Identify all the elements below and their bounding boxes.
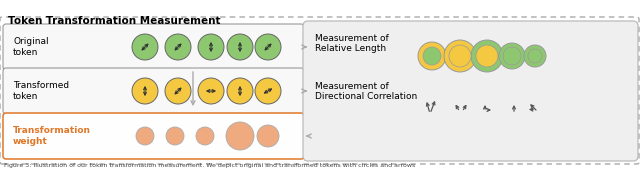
Circle shape — [136, 127, 154, 145]
Circle shape — [418, 42, 446, 70]
Text: Figure 3: Illustration of our token transformation measurement. We depict origin: Figure 3: Illustration of our token tran… — [4, 163, 415, 168]
Circle shape — [165, 34, 191, 60]
Text: Transformed
token: Transformed token — [13, 81, 69, 101]
Text: Original
token: Original token — [13, 37, 49, 57]
Text: Measurement of
Relative Length: Measurement of Relative Length — [315, 34, 388, 53]
FancyBboxPatch shape — [3, 68, 304, 114]
FancyBboxPatch shape — [3, 113, 304, 159]
Circle shape — [255, 78, 281, 104]
Circle shape — [165, 78, 191, 104]
Text: Transformation
weight: Transformation weight — [13, 126, 91, 146]
Circle shape — [227, 34, 253, 60]
FancyBboxPatch shape — [3, 24, 304, 70]
Circle shape — [528, 49, 542, 63]
FancyBboxPatch shape — [303, 21, 638, 161]
Text: Token Transformation Measurement: Token Transformation Measurement — [8, 16, 221, 26]
Circle shape — [227, 78, 253, 104]
Circle shape — [198, 34, 224, 60]
Circle shape — [503, 47, 521, 65]
Circle shape — [444, 40, 476, 72]
Circle shape — [423, 47, 441, 65]
Text: Measurement of
Directional Correlation: Measurement of Directional Correlation — [315, 82, 417, 101]
Circle shape — [132, 78, 158, 104]
Circle shape — [257, 125, 279, 147]
Circle shape — [524, 45, 546, 67]
Circle shape — [449, 45, 471, 67]
Circle shape — [476, 45, 498, 67]
Circle shape — [166, 127, 184, 145]
FancyBboxPatch shape — [0, 17, 639, 164]
Circle shape — [471, 40, 503, 72]
Circle shape — [226, 122, 254, 150]
Circle shape — [499, 43, 525, 69]
Circle shape — [255, 34, 281, 60]
Circle shape — [132, 34, 158, 60]
Circle shape — [196, 127, 214, 145]
Circle shape — [198, 78, 224, 104]
